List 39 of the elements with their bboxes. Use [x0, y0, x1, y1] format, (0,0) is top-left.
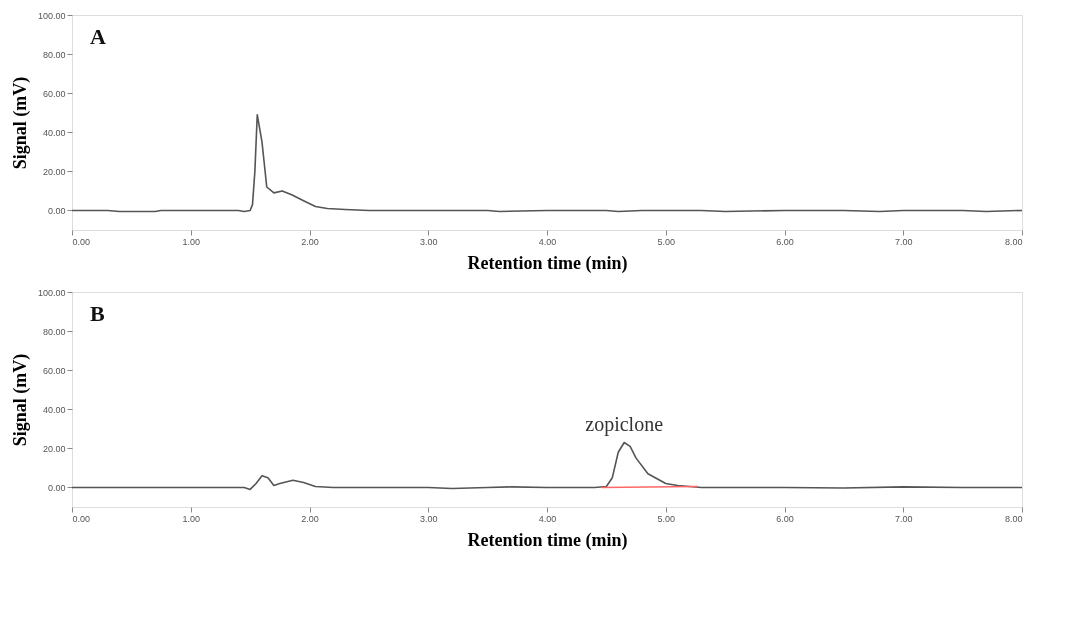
annotation: B — [90, 301, 105, 326]
x-tick-label: 1.00 — [182, 513, 201, 524]
y-tick-label: 80.00 — [42, 49, 66, 60]
x-tick-label: 4.00 — [538, 236, 557, 247]
x-tick-label: 2.00 — [301, 236, 319, 247]
y-tick-label: 80.00 — [42, 326, 66, 337]
x-tick-label: 6.00 — [776, 236, 794, 247]
x-tick-label: 3.00 — [419, 513, 438, 524]
y-axis-title: Signal (mV) — [9, 76, 31, 170]
line-series — [71, 113, 1023, 213]
x-axis-title: Retention time (min) — [467, 529, 628, 551]
y-axis-title: Signal (mV) — [9, 353, 31, 447]
annotation: zopiclone — [585, 412, 664, 436]
annotation: A — [90, 24, 106, 49]
x-tick-label: 2.00 — [301, 513, 319, 524]
y-tick-label: 0.00 — [47, 482, 66, 493]
line-series — [71, 441, 1023, 491]
y-tick-label: 100.00 — [37, 287, 66, 298]
x-tick-label: 8.00 — [1004, 236, 1023, 247]
x-tick-label: 5.00 — [657, 236, 676, 247]
x-tick-label: 5.00 — [657, 513, 676, 524]
x-tick-label: 7.00 — [894, 236, 913, 247]
x-tick-label: 6.00 — [776, 513, 794, 524]
x-tick-label: 1.00 — [182, 236, 201, 247]
x-tick-label: 7.00 — [894, 513, 913, 524]
y-tick-label: 60.00 — [42, 88, 66, 99]
x-tick-label: 0.00 — [72, 513, 91, 524]
x-axis-title: Retention time (min) — [467, 252, 628, 274]
y-tick-label: 20.00 — [42, 443, 66, 454]
y-tick-label: 40.00 — [42, 127, 66, 138]
x-tick-label: 0.00 — [72, 236, 91, 247]
y-tick-label: 60.00 — [42, 365, 66, 376]
y-tick-label: 100.00 — [37, 10, 66, 21]
x-tick-label: 4.00 — [538, 513, 557, 524]
x-tick-label: 8.00 — [1004, 513, 1023, 524]
y-tick-label: 0.00 — [47, 205, 66, 216]
y-tick-label: 40.00 — [42, 404, 66, 415]
x-tick-label: 3.00 — [419, 236, 438, 247]
y-tick-label: 20.00 — [42, 166, 66, 177]
